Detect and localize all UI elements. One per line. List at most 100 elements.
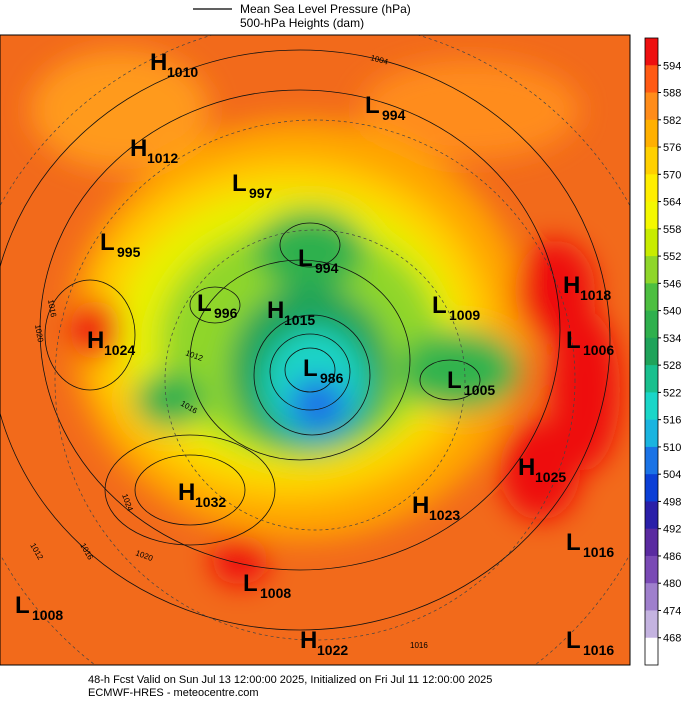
colorbar-label: 534 (663, 333, 681, 345)
colorbar-label: 552 (663, 251, 681, 263)
colorbar-label: 546 (663, 278, 681, 290)
system-value: 994 (382, 107, 406, 123)
colorbar-bin (645, 65, 658, 94)
colorbar-bin (645, 365, 658, 393)
system-letter: H (518, 454, 535, 481)
system-value: 1010 (167, 64, 198, 80)
system-letter: H (300, 627, 317, 654)
contour-label: 1016 (46, 299, 58, 319)
system-letter: L (197, 290, 212, 317)
colorbar-label: 468 (663, 633, 681, 645)
legend-label: 500-hPa Heights (dam) (240, 16, 364, 30)
colorbar-bin (645, 38, 658, 66)
colorbar-label: 564 (663, 197, 681, 209)
colorbar-label: 588 (663, 88, 681, 100)
colorbar-bin (645, 528, 658, 557)
system-letter: L (447, 367, 462, 394)
colorbar-bin (645, 501, 658, 530)
system-letter: L (298, 245, 313, 272)
colorbar-label: 576 (663, 142, 681, 154)
colorbar-label: 528 (663, 360, 681, 372)
system-letter: L (243, 570, 258, 597)
system-letter: L (566, 627, 581, 654)
colorbar-bin (645, 637, 658, 666)
map-frame (0, 34, 631, 666)
legend-label: Mean Sea Level Pressure (hPa) (240, 2, 411, 16)
system-value: 996 (214, 305, 238, 321)
colorbar: 594 588 582 576 570 564 558 552 546 540 534 528 522 5… (644, 37, 681, 666)
colorbar-bin (645, 92, 658, 121)
system-value: 1016 (583, 642, 614, 658)
system-letter: L (100, 229, 115, 256)
colorbar-label: 474 (663, 605, 681, 617)
colorbar-frame (644, 37, 659, 666)
colorbar-bin (645, 392, 658, 421)
system-value: 1022 (317, 642, 348, 658)
system-value: 1008 (32, 607, 63, 623)
colorbar-label: 570 (663, 169, 681, 181)
footer-line: ECMWF-HRES - meteocentre.com (88, 687, 259, 699)
contour-label: 1020 (33, 324, 45, 344)
system-value: 1032 (195, 494, 226, 510)
system-letter: L (432, 292, 447, 319)
colorbar-bin (645, 147, 658, 175)
colorbar-bin (645, 555, 658, 584)
system-letter: L (365, 92, 380, 119)
system-letter: L (15, 592, 30, 619)
system-letter: L (566, 327, 581, 354)
colorbar-label: 540 (663, 306, 681, 318)
colorbar-bin (645, 310, 658, 339)
colorbar-label: 522 (663, 387, 681, 399)
system-value: 1008 (260, 585, 291, 601)
system-value: 1016 (583, 544, 614, 560)
colorbar-bin (645, 610, 658, 639)
colorbar-bin (645, 228, 658, 257)
colorbar-bin (645, 446, 658, 475)
system-value: 1024 (104, 342, 135, 358)
system-letter: H (563, 272, 580, 299)
contour-label: 1016 (410, 641, 428, 650)
system-value: 1018 (580, 287, 611, 303)
system-letter: H (178, 479, 195, 506)
colorbar-label: 582 (663, 115, 681, 127)
colorbar-bin (645, 119, 658, 148)
colorbar-label: 594 (663, 60, 681, 72)
system-value: 997 (249, 185, 273, 201)
colorbar-label: 480 (663, 578, 681, 590)
system-value: 995 (117, 244, 141, 260)
system-value: 986 (320, 370, 344, 386)
colorbar-label: 498 (663, 496, 681, 508)
system-value: 1005 (464, 382, 495, 398)
colorbar-bin (645, 256, 658, 284)
colorbar-label: 486 (663, 551, 681, 563)
system-value: 1012 (147, 150, 178, 166)
colorbar-bin (645, 174, 658, 203)
system-letter: H (412, 492, 429, 519)
colorbar-bin (645, 474, 658, 502)
colorbar-label: 510 (663, 442, 681, 454)
colorbar-bin (645, 201, 658, 230)
colorbar-label: 492 (663, 524, 681, 536)
system-letter: H (150, 49, 167, 76)
colorbar-bin (645, 283, 658, 312)
colorbar-bin (645, 583, 658, 611)
system-value: 1023 (429, 507, 460, 523)
system-value: 1006 (583, 342, 614, 358)
system-value: 1015 (284, 312, 315, 328)
system-letter: L (566, 529, 581, 556)
colorbar-bin (645, 419, 658, 448)
colorbar-label: 558 (663, 224, 681, 236)
footer-line: 48-h Fcst Valid on Sun Jul 13 12:00:00 2… (88, 674, 492, 686)
system-letter: H (267, 297, 284, 324)
system-letter: H (130, 135, 147, 162)
map-area (0, 35, 630, 665)
colorbar-label: 504 (663, 469, 681, 481)
system-letter: L (232, 170, 247, 197)
system-letter: H (87, 327, 104, 354)
colorbar-bin (645, 337, 658, 366)
system-value: 994 (315, 260, 339, 276)
system-value: 1009 (449, 307, 480, 323)
colorbar-label: 516 (663, 415, 681, 427)
